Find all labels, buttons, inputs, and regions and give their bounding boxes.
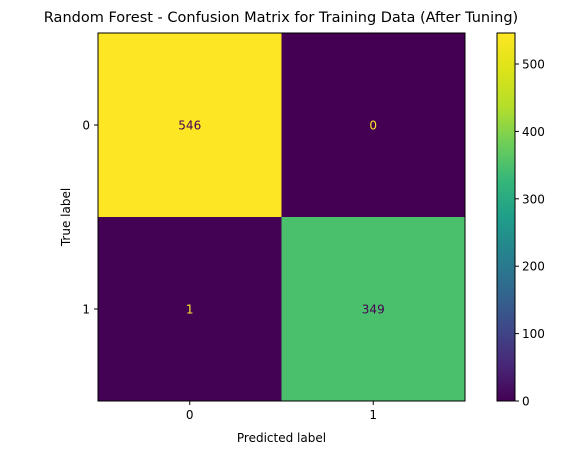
matrix-cell-0-1 [281, 33, 466, 218]
matrix-cell-0-0 [98, 33, 282, 218]
chart-title: Random Forest - Confusion Matrix for Tra… [44, 10, 518, 26]
y-axis-ticks: 01 [82, 119, 98, 317]
colorbar [496, 32, 516, 402]
x-tick-label-1: 1 [369, 408, 377, 422]
matrix-cell-1-0 [98, 217, 282, 402]
x-tick-label-0: 0 [186, 408, 194, 422]
colorbar-tick-label-0: 0 [522, 395, 530, 409]
matrix-cell-label-0-0: 546 [178, 119, 201, 133]
matrix-cell-labels: 546 0 1 349 [178, 119, 384, 317]
colorbar-tick-label-1: 100 [522, 327, 545, 341]
matrix-cell-label-1-1: 349 [362, 303, 385, 317]
colorbar-tick-label-2: 200 [522, 260, 545, 274]
y-tick-label-1: 1 [82, 303, 90, 317]
colorbar-tick-label-4: 400 [522, 125, 545, 139]
x-axis-label: Predicted label [237, 431, 326, 445]
matrix-cells [98, 33, 466, 402]
y-axis-label: True label [59, 188, 73, 247]
colorbar-tick-label-5: 500 [522, 58, 545, 72]
y-tick-label-0: 0 [82, 119, 90, 133]
matrix-cell-1-1 [281, 217, 466, 402]
matrix-cell-label-0-1: 0 [369, 119, 377, 133]
plot-frame [97, 32, 466, 402]
colorbar-ticks: 0 100 200 300 400 500 [515, 58, 545, 409]
matrix-cell-label-1-0: 1 [186, 303, 194, 317]
colorbar-tick-label-3: 300 [522, 192, 545, 206]
